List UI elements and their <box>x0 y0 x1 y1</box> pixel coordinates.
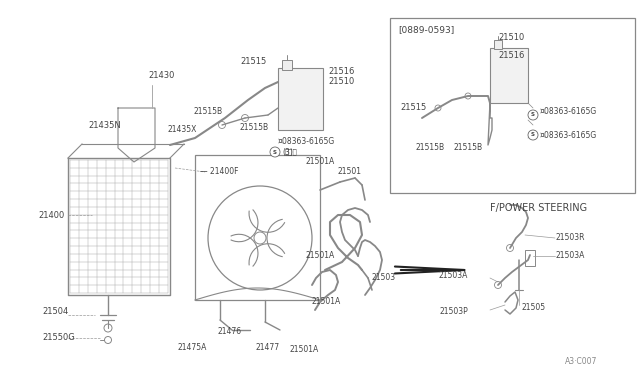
Text: 21550G: 21550G <box>42 334 75 343</box>
Text: 21510: 21510 <box>498 33 524 42</box>
Text: 21501A: 21501A <box>305 157 334 167</box>
Text: — 21400F: — 21400F <box>200 167 239 176</box>
Text: 21503A: 21503A <box>438 272 468 280</box>
Text: ¤08363-6165G: ¤08363-6165G <box>278 138 335 147</box>
Text: （３）: （３） <box>285 149 298 155</box>
Bar <box>525 250 535 266</box>
Bar <box>490 48 528 103</box>
Text: 21515: 21515 <box>400 103 426 112</box>
Text: 21501: 21501 <box>338 167 362 176</box>
Text: 21503P: 21503P <box>439 308 468 317</box>
Circle shape <box>528 130 538 140</box>
Text: F/POWER STEERING: F/POWER STEERING <box>490 203 587 213</box>
Text: 21510: 21510 <box>328 77 355 87</box>
Text: [0889-0593]: [0889-0593] <box>398 26 454 35</box>
Text: 21430: 21430 <box>148 71 174 80</box>
Circle shape <box>528 110 538 120</box>
Text: 21477: 21477 <box>255 343 279 353</box>
Text: ¤08363-6165G: ¤08363-6165G <box>540 108 597 116</box>
Text: (3): (3) <box>282 148 293 157</box>
Text: 21503: 21503 <box>372 273 396 282</box>
Text: 21515B: 21515B <box>453 144 482 153</box>
Text: 21515B: 21515B <box>240 124 269 132</box>
Bar <box>390 18 635 193</box>
Text: 21504: 21504 <box>42 308 68 317</box>
Bar <box>195 155 320 300</box>
Text: 21435N: 21435N <box>88 121 121 129</box>
Text: S: S <box>531 112 535 118</box>
Text: A3·C007: A3·C007 <box>565 357 597 366</box>
Text: 21400: 21400 <box>38 211 64 219</box>
Text: 21435X: 21435X <box>168 125 197 135</box>
Text: 21475A: 21475A <box>178 343 207 353</box>
Text: 21516: 21516 <box>498 51 524 60</box>
Text: 21503R: 21503R <box>556 232 586 241</box>
Circle shape <box>270 147 280 157</box>
Bar <box>278 68 323 130</box>
Text: 21501A: 21501A <box>306 250 335 260</box>
Text: 21516: 21516 <box>328 67 355 77</box>
Text: 21515B: 21515B <box>416 144 445 153</box>
Text: S: S <box>531 132 535 138</box>
Text: ¤08363-6165G: ¤08363-6165G <box>540 131 597 140</box>
Text: 21476: 21476 <box>218 327 242 337</box>
Text: 21501A: 21501A <box>312 298 341 307</box>
Text: 21501A: 21501A <box>290 346 319 355</box>
Bar <box>282 60 292 70</box>
Text: 21505: 21505 <box>522 304 546 312</box>
Text: S: S <box>273 150 277 154</box>
Bar <box>494 40 502 49</box>
Text: 21515: 21515 <box>240 58 266 67</box>
Text: 21503A: 21503A <box>556 250 586 260</box>
Text: 21515B: 21515B <box>193 108 222 116</box>
